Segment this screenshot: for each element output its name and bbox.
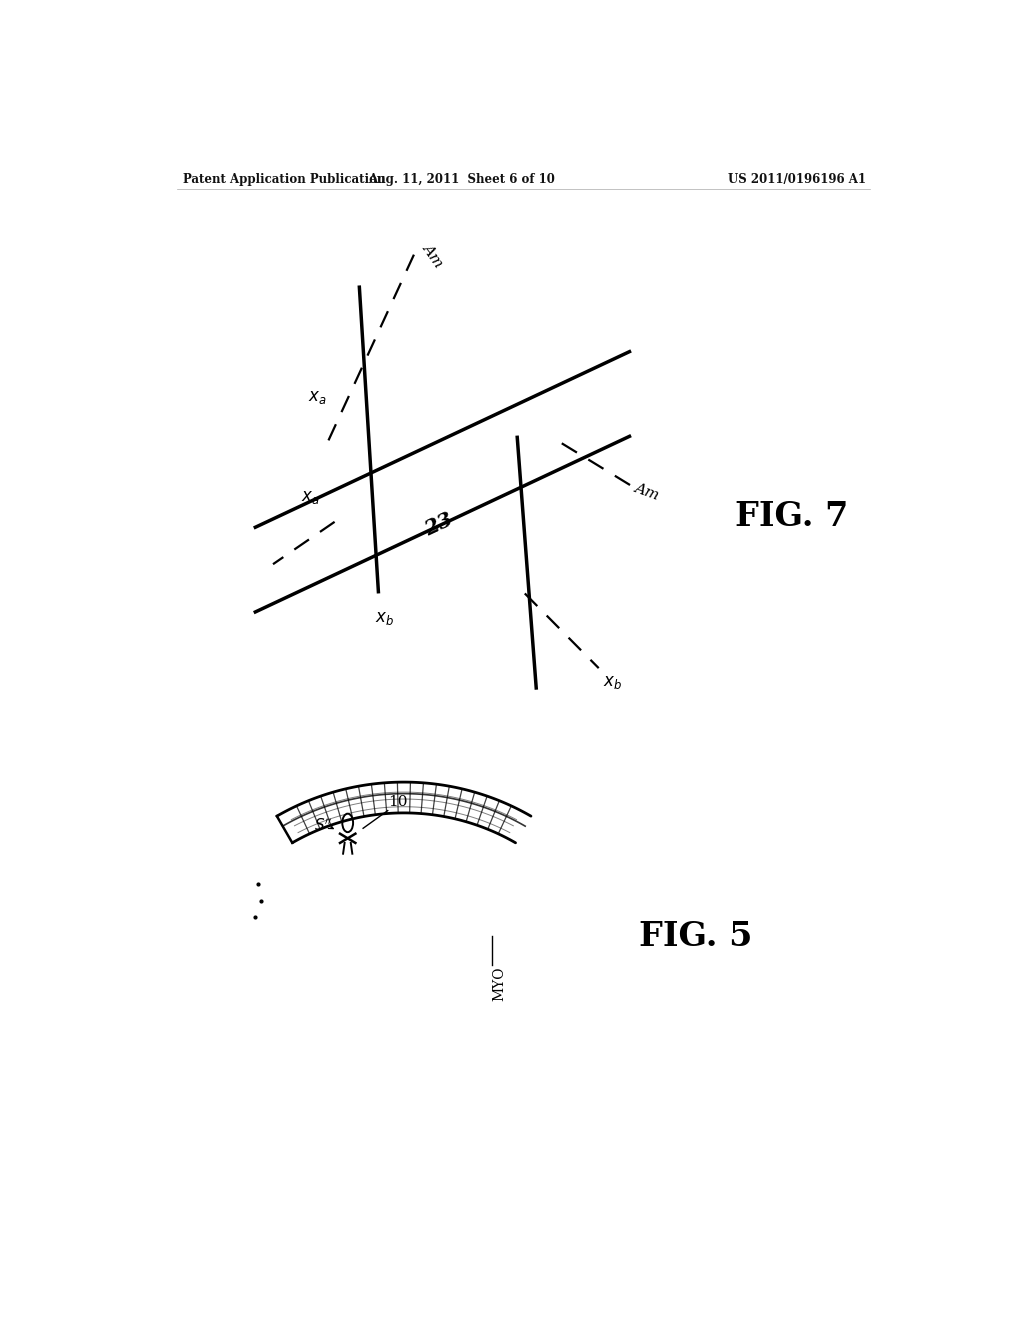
Text: FIG. 7: FIG. 7: [735, 500, 849, 533]
Text: MYO: MYO: [493, 966, 507, 1001]
Text: Aug. 11, 2011  Sheet 6 of 10: Aug. 11, 2011 Sheet 6 of 10: [369, 173, 555, 186]
Text: 10: 10: [388, 795, 408, 809]
Text: FIG. 5: FIG. 5: [639, 920, 753, 953]
Text: $x_a$: $x_a$: [308, 388, 327, 405]
Text: Patent Application Publication: Patent Application Publication: [183, 173, 385, 186]
Text: $x_b$: $x_b$: [376, 610, 394, 627]
Text: $x_a$: $x_a$: [301, 490, 319, 507]
Text: US 2011/0196196 A1: US 2011/0196196 A1: [728, 173, 866, 186]
Text: Am: Am: [420, 240, 446, 269]
Text: 23: 23: [421, 510, 456, 540]
Text: $x_b$: $x_b$: [602, 675, 622, 692]
Text: Am: Am: [633, 480, 662, 503]
Text: $S^{\prime\prime}$: $S^{\prime\prime}$: [313, 817, 333, 834]
